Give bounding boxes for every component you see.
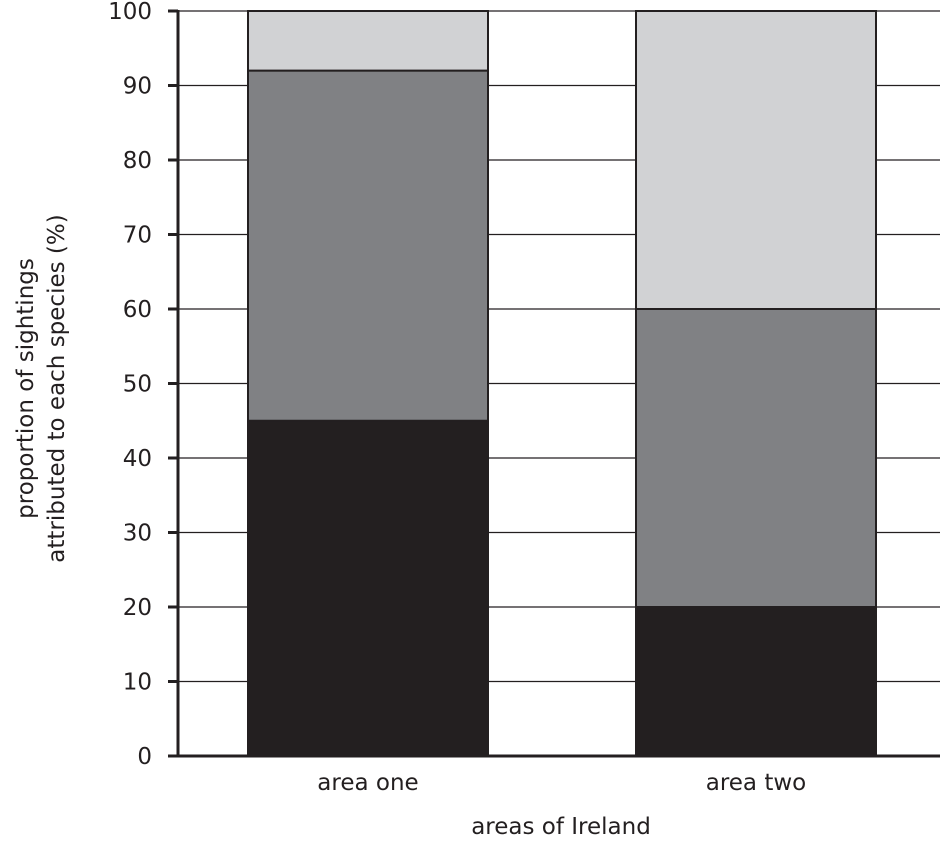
x-category-label: area one: [317, 770, 418, 796]
bar-segment: [635, 606, 877, 757]
x-category-label: area two: [706, 770, 807, 796]
y-tick-label: 50: [123, 372, 152, 398]
y-axis-title-line-2: attributed to each species (%): [44, 214, 70, 562]
bars: [247, 10, 877, 757]
bar-segment: [635, 308, 877, 608]
y-tick-label: 20: [123, 595, 152, 621]
y-axis-title: proportion of sightings attributed to ea…: [13, 214, 70, 562]
y-tick-label: 10: [123, 670, 152, 696]
bar-segment: [247, 10, 489, 72]
bar-segment: [247, 69, 489, 422]
y-tick-labels: 0 10 20 30 40 50 60 70 80 90 100: [108, 0, 178, 770]
y-tick-label: 60: [123, 297, 152, 323]
bar-segment: [247, 419, 489, 757]
x-axis-title: areas of Ireland: [471, 814, 651, 840]
bar-segment: [635, 10, 877, 310]
y-tick-label: 0: [137, 744, 152, 770]
y-axis-title-line-1: proportion of sightings: [13, 258, 39, 519]
y-tick-label: 80: [123, 148, 152, 174]
y-tick-label: 40: [123, 446, 152, 472]
y-tick-label: 70: [123, 223, 152, 249]
y-tick-label: 90: [123, 74, 152, 100]
y-tick-label: 100: [108, 0, 152, 25]
x-category-labels: area one area two: [317, 770, 806, 796]
y-tick-label: 30: [123, 521, 152, 547]
